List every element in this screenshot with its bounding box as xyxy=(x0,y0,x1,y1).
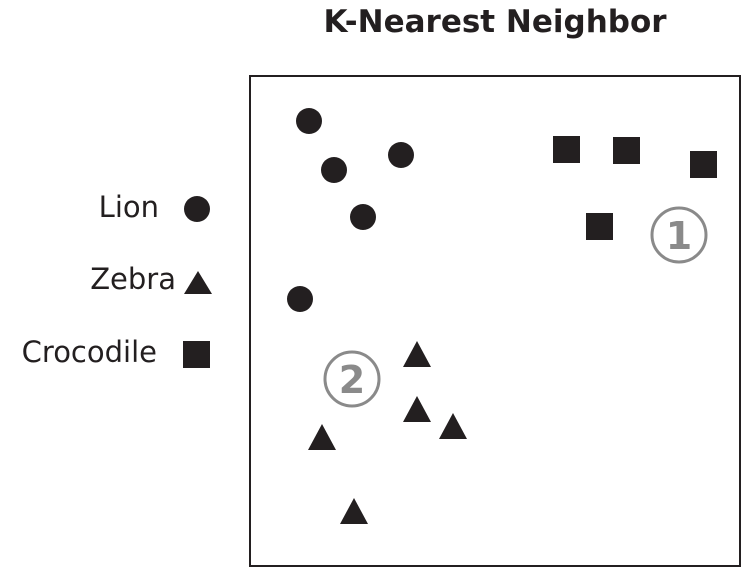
zebra-marker xyxy=(340,498,368,524)
lion-marker xyxy=(287,286,313,312)
query-point-2-circle xyxy=(323,350,381,408)
lion-marker xyxy=(388,142,414,168)
query-point-1-label: 1 xyxy=(666,214,692,258)
legend-crocodile-square-icon xyxy=(183,341,210,368)
zebra-marker xyxy=(403,341,431,367)
lion-marker xyxy=(321,157,347,183)
crocodile-marker xyxy=(553,136,580,163)
diagram-title: K-Nearest Neighbor xyxy=(323,4,667,40)
legend-label-lion: Lion xyxy=(98,190,159,224)
zebra-marker xyxy=(403,396,431,422)
zebra-marker xyxy=(439,413,467,439)
plot-area xyxy=(249,75,741,567)
crocodile-marker xyxy=(586,213,613,240)
crocodile-marker xyxy=(613,137,640,164)
query-point-1-circle xyxy=(650,206,708,264)
legend-label-zebra: Zebra xyxy=(90,262,176,296)
zebra-marker xyxy=(308,424,336,450)
lion-marker xyxy=(296,108,322,134)
lion-marker xyxy=(350,204,376,230)
query-point-2-label: 2 xyxy=(339,358,365,402)
crocodile-marker xyxy=(690,151,717,178)
legend-zebra-triangle-icon xyxy=(184,271,212,294)
legend-label-crocodile: Crocodile xyxy=(21,335,157,369)
legend-lion-circle-icon xyxy=(184,196,210,222)
